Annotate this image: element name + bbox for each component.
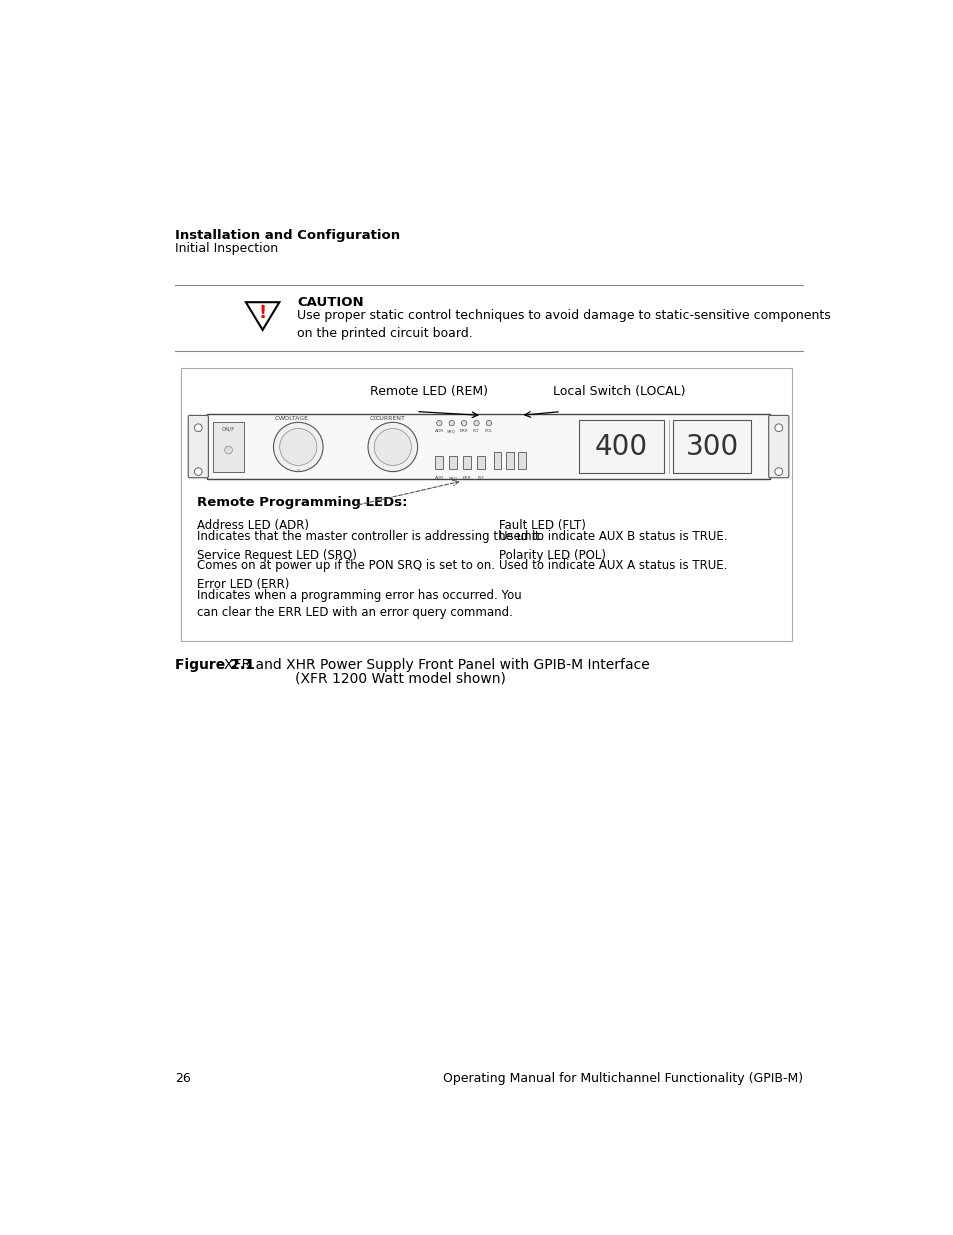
Text: Operating Manual for Multichannel Functionality (GPIB-M): Operating Manual for Multichannel Functi…	[442, 1072, 802, 1086]
Circle shape	[449, 420, 454, 426]
Text: Local Switch (LOCAL): Local Switch (LOCAL)	[553, 384, 685, 398]
Text: Error LED (ERR): Error LED (ERR)	[196, 578, 289, 590]
Circle shape	[194, 468, 202, 475]
Text: CURRENT: CURRENT	[375, 416, 405, 421]
FancyBboxPatch shape	[768, 415, 788, 478]
Text: CC: CC	[369, 416, 378, 421]
Circle shape	[486, 420, 491, 426]
Text: Polarity LED (POL): Polarity LED (POL)	[498, 548, 605, 562]
Text: 300: 300	[685, 433, 738, 461]
Text: Initial Inspection: Initial Inspection	[174, 242, 278, 256]
Text: Comes on at power up if the PON SRQ is set to on.: Comes on at power up if the PON SRQ is s…	[196, 559, 495, 572]
Bar	[505, 452, 513, 468]
Bar	[578, 420, 663, 473]
Text: !: !	[258, 304, 267, 322]
Text: CV: CV	[274, 416, 283, 421]
Text: Remote Programming LEDs:: Remote Programming LEDs:	[196, 496, 407, 509]
Text: Indicates when a programming error has occurred. You
can clear the ERR LED with : Indicates when a programming error has o…	[196, 589, 521, 619]
Text: 400: 400	[595, 433, 647, 461]
Text: VOLTAGE: VOLTAGE	[281, 416, 309, 421]
Circle shape	[461, 420, 466, 426]
Text: Service Request LED (SRQ): Service Request LED (SRQ)	[196, 548, 356, 562]
Text: CAUTION: CAUTION	[297, 296, 364, 309]
Circle shape	[194, 424, 202, 431]
Text: Fault LED (FLT): Fault LED (FLT)	[498, 520, 585, 532]
Circle shape	[374, 429, 411, 466]
Bar	[517, 452, 525, 468]
Text: o: o	[296, 468, 299, 473]
Text: Address LED (ADR): Address LED (ADR)	[196, 520, 309, 532]
Bar	[213, 421, 244, 472]
Text: SRQ: SRQ	[447, 430, 456, 433]
Circle shape	[774, 468, 781, 475]
Circle shape	[279, 429, 316, 466]
Bar	[462, 456, 471, 468]
Circle shape	[274, 422, 323, 472]
Text: Installation and Configuration: Installation and Configuration	[174, 228, 399, 242]
Text: (XFR 1200 Watt model shown): (XFR 1200 Watt model shown)	[294, 672, 505, 685]
Text: FLT: FLT	[477, 477, 484, 480]
Text: Remote LED (REM): Remote LED (REM)	[369, 384, 487, 398]
Text: ERR: ERR	[459, 430, 468, 433]
Text: XFR and XHR Power Supply Front Panel with GPIB-M Interface: XFR and XHR Power Supply Front Panel wit…	[224, 658, 649, 672]
Bar	[435, 456, 443, 468]
Circle shape	[436, 420, 441, 426]
Text: SRQ: SRQ	[448, 477, 457, 480]
Bar	[493, 452, 500, 468]
Text: Indicates that the master controller is addressing the unit.: Indicates that the master controller is …	[196, 530, 542, 543]
Text: ADR: ADR	[435, 477, 443, 480]
Text: ON/F: ON/F	[222, 426, 235, 431]
Text: Figure 2.1: Figure 2.1	[174, 658, 254, 672]
Circle shape	[368, 422, 417, 472]
Text: FLT: FLT	[473, 430, 479, 433]
Text: POL: POL	[484, 430, 493, 433]
Bar	[448, 456, 456, 468]
Text: Used to indicate AUX B status is TRUE.: Used to indicate AUX B status is TRUE.	[498, 530, 727, 543]
FancyBboxPatch shape	[188, 415, 208, 478]
Text: Used to indicate AUX A status is TRUE.: Used to indicate AUX A status is TRUE.	[498, 559, 726, 572]
Text: Use proper static control techniques to avoid damage to static-sensitive compone: Use proper static control techniques to …	[297, 309, 830, 340]
Text: ADR: ADR	[435, 430, 443, 433]
Circle shape	[774, 424, 781, 431]
Circle shape	[224, 446, 233, 454]
Bar	[476, 456, 484, 468]
Bar	[673, 420, 750, 473]
Text: 26: 26	[174, 1072, 191, 1086]
Text: ERR: ERR	[462, 477, 471, 480]
Bar	[207, 414, 769, 479]
Circle shape	[474, 420, 478, 426]
Bar	[181, 368, 791, 641]
